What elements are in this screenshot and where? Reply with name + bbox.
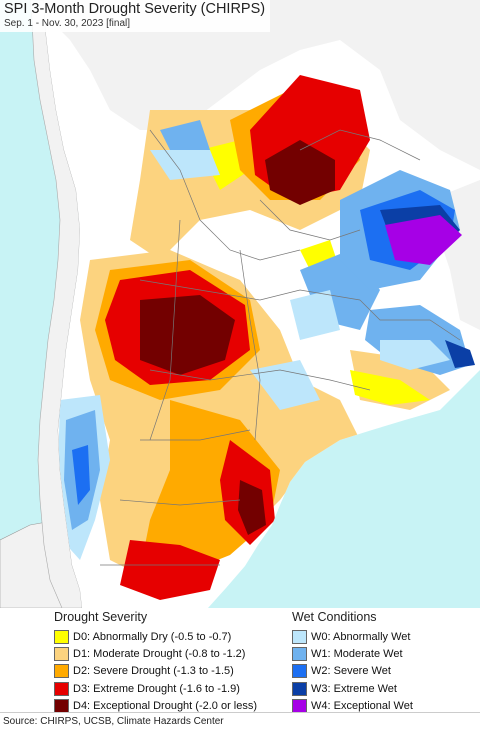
wet-legend-heading: Wet Conditions <box>292 610 377 624</box>
land-area <box>44 0 480 608</box>
legend-label-d4: D4: Exceptional Drought (-2.0 or less) <box>73 700 258 713</box>
w0-zone-northwest <box>150 150 220 180</box>
source-credit: Source: CHIRPS, UCSB, Climate Hazards Ce… <box>3 716 224 727</box>
legend-label-w3: W3: Extreme Wet <box>311 682 397 695</box>
w0-zone-uruguay <box>380 340 450 370</box>
legend-swatch-d2 <box>54 664 69 679</box>
legend-swatch-d0 <box>54 629 69 644</box>
legend-label-w2: W2: Severe Wet <box>311 665 391 678</box>
d4-zone-central <box>140 295 235 375</box>
legend-label-d2: D2: Severe Drought (-1.3 to -1.5) <box>73 665 234 678</box>
legend-item-d4: D4: Exceptional Drought (-2.0 or less) <box>54 698 257 715</box>
w2-zone-west <box>72 445 90 505</box>
title-box: SPI 3-Month Drought Severity (CHIRPS) Se… <box>0 0 271 32</box>
map-subtitle: Sep. 1 - Nov. 30, 2023 [final] <box>4 18 131 29</box>
wet-legend: Wet Conditions W0: Abnormally Wet W1: Mo… <box>292 608 413 715</box>
legend-item-w3: W3: Extreme Wet <box>292 680 413 697</box>
legend-item-d1: D1: Moderate Drought (-0.8 to -1.2) <box>54 645 257 662</box>
legend-item-w1: W1: Moderate Wet <box>292 645 413 662</box>
w4-zone-northeast <box>385 215 462 265</box>
legend: Drought Severity D0: Abnormally Dry (-0.… <box>0 608 480 715</box>
legend-item-w4: W4: Exceptional Wet <box>292 698 413 715</box>
map-title: SPI 3-Month Drought Severity (CHIRPS) <box>4 1 266 17</box>
legend-item-d3: D3: Extreme Drought (-1.6 to -1.9) <box>54 680 257 697</box>
legend-item-d2: D2: Severe Drought (-1.3 to -1.5) <box>54 663 257 680</box>
w0-zone-chaco <box>290 290 340 340</box>
d4-zone-north <box>265 140 335 205</box>
footer: Source: CHIRPS, UCSB, Climate Hazards Ce… <box>0 712 480 731</box>
legend-swatch-w3 <box>292 681 307 696</box>
legend-item-d0: D0: Abnormally Dry (-0.5 to -0.7) <box>54 628 257 645</box>
d3-zone-patagonia <box>120 540 220 600</box>
legend-label-w1: W1: Moderate Wet <box>311 648 403 661</box>
d0-zone-2 <box>350 370 430 405</box>
d4-zone-south <box>238 480 266 535</box>
drought-map: SPI 3-Month Drought Severity (CHIRPS) Se… <box>0 0 480 608</box>
legend-label-d0: D0: Abnormally Dry (-0.5 to -0.7) <box>73 630 232 643</box>
legend-label-w4: W4: Exceptional Wet <box>311 700 413 713</box>
legend-label-w0: W0: Abnormally Wet <box>311 630 411 643</box>
legend-swatch-d3 <box>54 681 69 696</box>
map-svg <box>0 0 480 608</box>
legend-swatch-w0 <box>292 629 307 644</box>
drought-legend: Drought Severity D0: Abnormally Dry (-0.… <box>54 608 257 715</box>
legend-swatch-d1 <box>54 647 69 662</box>
w1-zone-south <box>250 360 320 410</box>
legend-item-w2: W2: Severe Wet <box>292 663 413 680</box>
legend-item-w0: W0: Abnormally Wet <box>292 628 413 645</box>
admin-borders <box>100 129 461 566</box>
drought-legend-heading: Drought Severity <box>54 610 148 624</box>
legend-label-d3: D3: Extreme Drought (-1.6 to -1.9) <box>73 682 240 695</box>
legend-label-d1: D1: Moderate Drought (-0.8 to -1.2) <box>73 648 246 661</box>
legend-swatch-w1 <box>292 647 307 662</box>
w3-zone-uruguay <box>445 340 475 368</box>
legend-swatch-w2 <box>292 664 307 679</box>
